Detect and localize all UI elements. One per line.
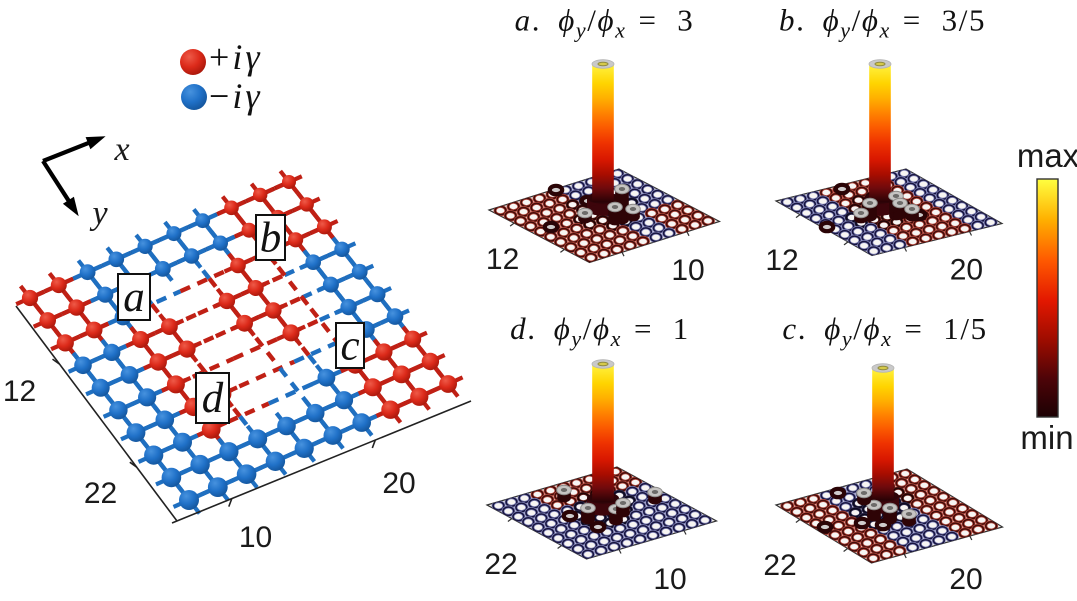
svg-text:d. ϕy/ϕx = 1: d. ϕy/ϕx = 1 (510, 311, 690, 351)
svg-text:22: 22 (84, 477, 117, 510)
svg-text:+iγ: +iγ (209, 37, 263, 77)
svg-text:b. ϕy/ϕx = 3/5: b. ϕy/ϕx = 3/5 (779, 3, 986, 43)
svg-text:12: 12 (765, 244, 798, 277)
svg-text:−iγ: −iγ (209, 76, 263, 116)
svg-text:a: a (123, 274, 145, 321)
svg-text:max: max (1017, 137, 1077, 174)
svg-text:x: x (113, 131, 129, 168)
svg-text:y: y (89, 195, 108, 232)
svg-text:10: 10 (653, 563, 686, 596)
svg-text:22: 22 (484, 548, 517, 581)
svg-text:min: min (1020, 419, 1073, 456)
svg-text:c: c (340, 323, 359, 370)
svg-text:12: 12 (3, 375, 36, 408)
svg-text:a. ϕy/ϕx = 3: a. ϕy/ϕx = 3 (515, 3, 695, 43)
svg-text:20: 20 (949, 563, 982, 596)
svg-text:22: 22 (763, 549, 796, 582)
svg-text:b: b (260, 215, 282, 262)
svg-text:10: 10 (239, 521, 272, 554)
svg-text:d: d (202, 375, 224, 422)
svg-text:12: 12 (486, 243, 519, 276)
svg-text:20: 20 (950, 254, 983, 287)
svg-text:20: 20 (382, 467, 415, 500)
svg-text:10: 10 (671, 254, 704, 287)
svg-text:c. ϕy/ϕx = 1/5: c. ϕy/ϕx = 1/5 (782, 311, 987, 351)
